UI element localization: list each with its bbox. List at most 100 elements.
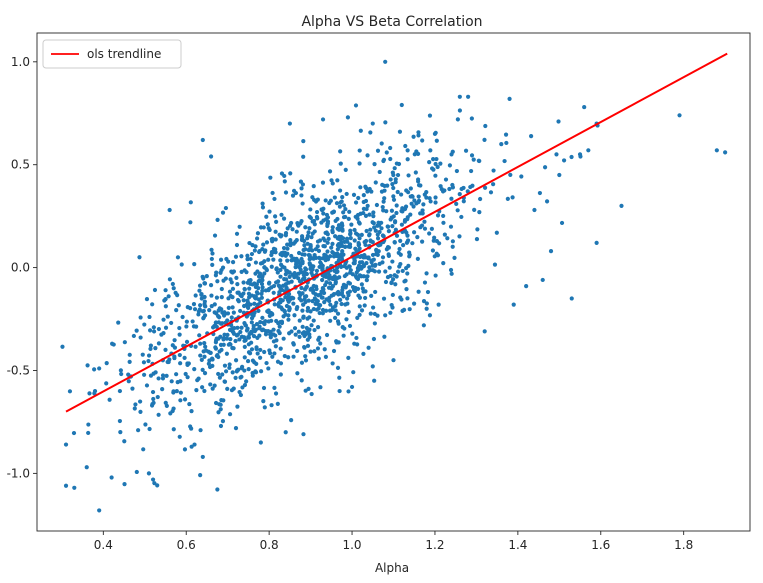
data-point bbox=[364, 206, 369, 212]
data-point bbox=[166, 294, 171, 299]
data-point bbox=[200, 385, 205, 390]
data-point bbox=[278, 262, 284, 267]
data-point bbox=[309, 323, 314, 328]
data-point bbox=[459, 186, 464, 192]
data-point bbox=[262, 321, 267, 327]
data-point bbox=[289, 418, 294, 423]
data-point bbox=[542, 165, 548, 170]
data-point bbox=[359, 308, 365, 313]
data-point bbox=[353, 103, 359, 108]
data-point bbox=[337, 275, 342, 280]
data-point bbox=[300, 182, 306, 187]
data-point bbox=[363, 184, 368, 189]
data-point bbox=[241, 298, 246, 303]
data-point bbox=[301, 432, 306, 437]
data-point bbox=[356, 293, 361, 298]
data-point bbox=[164, 373, 169, 378]
data-point bbox=[561, 158, 567, 163]
data-point bbox=[334, 201, 340, 206]
data-point bbox=[276, 300, 282, 305]
data-point bbox=[63, 442, 69, 447]
data-point bbox=[184, 324, 189, 329]
data-point bbox=[324, 274, 329, 279]
data-point bbox=[363, 295, 368, 301]
data-point bbox=[291, 256, 297, 261]
data-point bbox=[330, 225, 335, 230]
data-point bbox=[231, 310, 236, 315]
data-point bbox=[304, 294, 309, 299]
data-point bbox=[569, 296, 574, 301]
data-point bbox=[488, 190, 494, 195]
data-point bbox=[416, 200, 421, 205]
data-point bbox=[243, 323, 248, 328]
data-point bbox=[97, 366, 102, 371]
data-point bbox=[298, 267, 303, 272]
data-point bbox=[376, 243, 381, 248]
data-point bbox=[273, 344, 278, 349]
data-point bbox=[341, 203, 347, 208]
data-point bbox=[238, 329, 243, 335]
data-point bbox=[329, 286, 334, 291]
data-point bbox=[443, 177, 449, 182]
data-point bbox=[372, 162, 377, 167]
data-point bbox=[477, 158, 482, 164]
data-point bbox=[275, 359, 281, 364]
data-point bbox=[369, 189, 374, 194]
data-point bbox=[431, 157, 436, 162]
data-point bbox=[248, 302, 253, 307]
data-point bbox=[424, 306, 429, 311]
data-point bbox=[302, 243, 307, 248]
data-point bbox=[226, 305, 231, 310]
data-point bbox=[244, 270, 249, 275]
data-point bbox=[222, 379, 227, 384]
data-point bbox=[300, 324, 305, 329]
data-point bbox=[556, 119, 561, 124]
data-point bbox=[235, 282, 240, 287]
data-point bbox=[247, 240, 252, 246]
data-point bbox=[199, 296, 204, 301]
data-point bbox=[393, 282, 398, 287]
data-point bbox=[311, 218, 317, 224]
x-tick-label: 0.8 bbox=[260, 538, 279, 552]
data-point bbox=[382, 183, 387, 189]
data-point bbox=[159, 332, 164, 337]
data-point bbox=[67, 389, 73, 394]
data-point bbox=[346, 389, 351, 394]
data-point bbox=[286, 355, 291, 360]
data-point bbox=[322, 300, 327, 305]
data-point bbox=[303, 354, 308, 359]
data-point bbox=[272, 196, 277, 202]
data-point bbox=[223, 369, 229, 374]
data-point bbox=[544, 199, 550, 204]
data-point bbox=[160, 387, 165, 392]
data-point bbox=[452, 255, 457, 260]
data-point bbox=[180, 314, 185, 320]
data-point bbox=[370, 220, 375, 225]
data-point bbox=[230, 295, 235, 300]
data-point bbox=[242, 382, 248, 388]
data-point bbox=[272, 385, 277, 390]
data-point bbox=[266, 257, 271, 262]
data-point bbox=[327, 200, 332, 206]
data-point bbox=[192, 442, 197, 447]
data-point bbox=[376, 269, 382, 274]
data-point bbox=[331, 291, 337, 297]
data-point bbox=[403, 143, 408, 149]
data-point bbox=[306, 298, 311, 303]
data-point bbox=[333, 303, 338, 309]
data-point bbox=[299, 186, 304, 191]
data-point bbox=[225, 332, 230, 337]
data-point bbox=[218, 407, 223, 412]
data-point bbox=[348, 268, 353, 273]
data-point bbox=[270, 190, 275, 196]
data-point bbox=[368, 130, 373, 135]
data-point bbox=[365, 203, 370, 208]
data-point bbox=[312, 252, 317, 258]
data-point bbox=[280, 298, 285, 303]
data-point bbox=[390, 277, 396, 282]
data-point bbox=[332, 315, 338, 320]
data-point bbox=[299, 193, 304, 198]
data-point bbox=[269, 311, 275, 316]
data-point bbox=[369, 293, 374, 298]
data-point bbox=[328, 318, 333, 323]
